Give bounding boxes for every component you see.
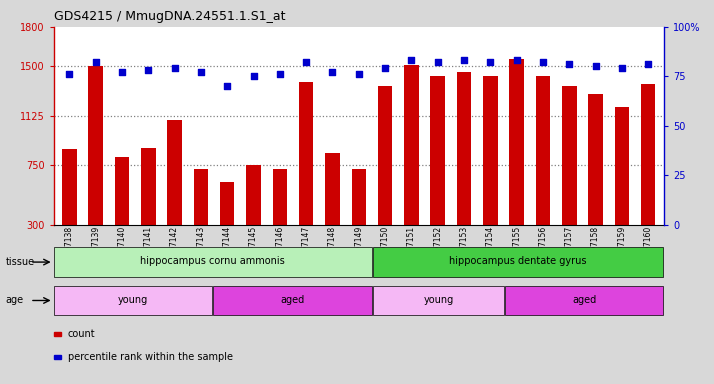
- Bar: [299, 82, 313, 264]
- Bar: [273, 169, 287, 264]
- Bar: [588, 94, 603, 264]
- Point: [537, 60, 548, 66]
- Text: tissue: tissue: [6, 257, 35, 267]
- Bar: [62, 149, 76, 264]
- Bar: [89, 66, 103, 264]
- Text: count: count: [68, 329, 96, 339]
- Bar: [193, 169, 208, 264]
- Point: [590, 63, 601, 70]
- Point: [221, 83, 233, 89]
- Point: [90, 60, 101, 66]
- Point: [195, 69, 206, 75]
- Point: [563, 61, 575, 68]
- Bar: [536, 76, 550, 264]
- Bar: [506, 286, 663, 315]
- Point: [511, 58, 523, 64]
- Bar: [509, 58, 524, 264]
- Bar: [457, 72, 471, 264]
- Bar: [562, 86, 576, 264]
- Text: GDS4215 / MmugDNA.24551.1.S1_at: GDS4215 / MmugDNA.24551.1.S1_at: [54, 10, 285, 23]
- Bar: [54, 247, 371, 277]
- Text: young: young: [423, 295, 453, 305]
- Bar: [220, 182, 234, 264]
- Text: age: age: [6, 295, 24, 306]
- Bar: [373, 286, 504, 315]
- Bar: [615, 107, 629, 264]
- Bar: [483, 76, 498, 264]
- Bar: [431, 76, 445, 264]
- Bar: [54, 286, 212, 315]
- Bar: [373, 247, 663, 277]
- Point: [143, 67, 154, 73]
- Bar: [167, 121, 182, 264]
- Point: [248, 73, 259, 79]
- Text: young: young: [118, 295, 149, 305]
- Text: hippocampus cornu ammonis: hippocampus cornu ammonis: [141, 257, 285, 266]
- Bar: [213, 286, 371, 315]
- Point: [379, 65, 391, 71]
- Text: hippocampus dentate gyrus: hippocampus dentate gyrus: [449, 257, 587, 266]
- Bar: [141, 148, 156, 264]
- Bar: [246, 166, 261, 264]
- Point: [64, 71, 75, 78]
- Bar: [404, 65, 418, 264]
- Point: [327, 69, 338, 75]
- Point: [169, 65, 181, 71]
- Point: [116, 69, 128, 75]
- Text: aged: aged: [281, 295, 305, 305]
- Point: [616, 65, 628, 71]
- Bar: [115, 157, 129, 264]
- Point: [274, 71, 286, 78]
- Bar: [378, 86, 392, 264]
- Point: [432, 60, 443, 66]
- Bar: [326, 154, 340, 264]
- Point: [353, 71, 365, 78]
- Text: aged: aged: [572, 295, 596, 305]
- Bar: [351, 169, 366, 264]
- Point: [643, 61, 654, 68]
- Point: [458, 58, 470, 64]
- Point: [301, 60, 312, 66]
- Point: [406, 58, 417, 64]
- Point: [485, 60, 496, 66]
- Bar: [641, 84, 655, 264]
- Text: percentile rank within the sample: percentile rank within the sample: [68, 352, 233, 362]
